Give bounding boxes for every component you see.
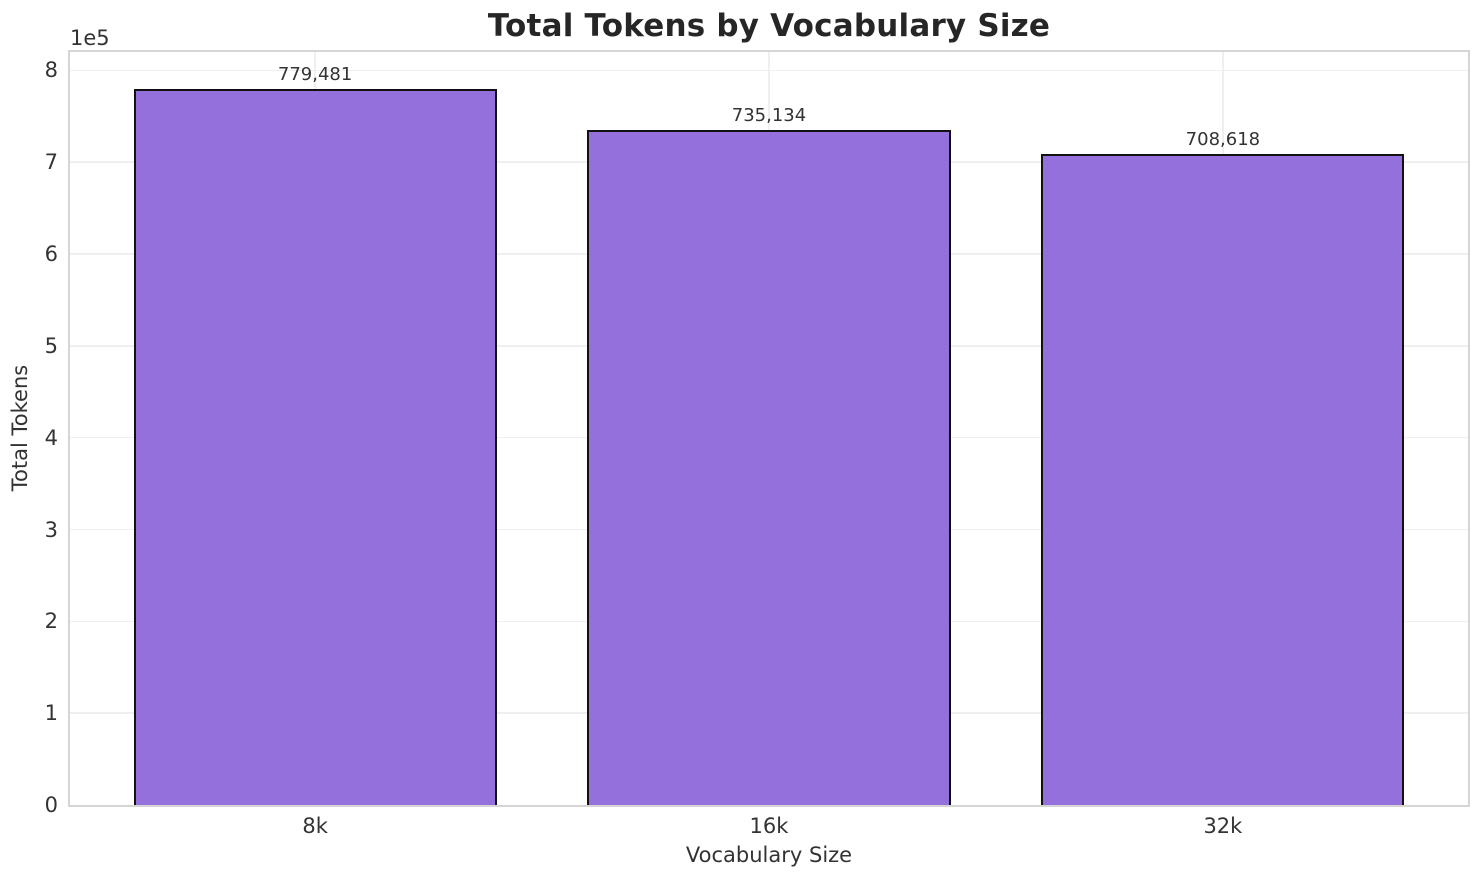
y-tick-label: 2 [44, 609, 58, 634]
y-tick-label: 3 [44, 517, 58, 542]
x-tick-label: 16k [749, 814, 789, 838]
bar-value-label: 735,134 [731, 104, 807, 126]
y-tick-label: 4 [44, 425, 58, 450]
y-tick-label: 8 [44, 58, 58, 83]
chart-title: Total Tokens by Vocabulary Size [487, 8, 1051, 44]
bar-32k [1041, 154, 1405, 805]
bar-value-label: 779,481 [277, 64, 353, 86]
x-tick-label: 8k [302, 814, 328, 838]
y-tick-label: 1 [44, 701, 58, 726]
y-tick-label: 6 [44, 242, 58, 267]
bar-value-label: 708,618 [1185, 129, 1261, 151]
bar-8k [133, 89, 497, 805]
y-tick-label: 7 [44, 150, 58, 175]
y-tick-label: 0 [44, 793, 58, 817]
y-axis-label: Total Tokens [8, 364, 32, 492]
x-axis-label: Vocabulary Size [685, 843, 853, 867]
plot-area: 779,481 735,134 708,618 [70, 52, 1468, 805]
bar-16k [587, 129, 951, 805]
y-tick-label: 5 [44, 333, 58, 358]
y-axis-offset-label: 1e5 [70, 26, 110, 50]
x-tick-label: 32k [1203, 814, 1243, 838]
